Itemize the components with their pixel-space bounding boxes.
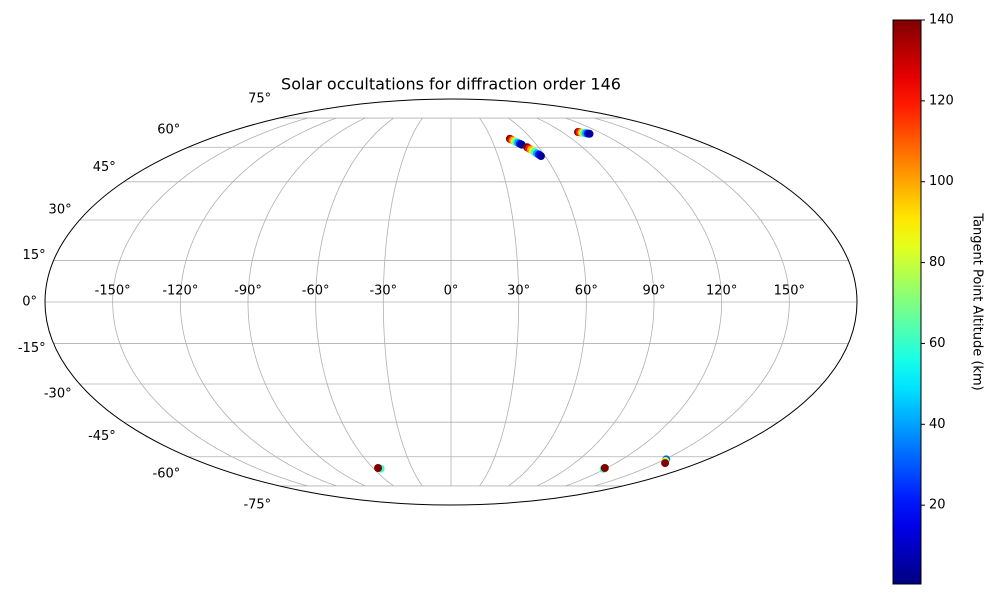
colorbar-tick-label: 120	[929, 93, 954, 108]
grid-line	[594, 117, 790, 487]
y-tick-label: 60°	[157, 122, 180, 137]
chart-title: Solar occultations for diffraction order…	[281, 75, 621, 94]
x-tick-label: 0°	[444, 284, 459, 299]
y-tick-label: -15°	[18, 341, 46, 356]
grid-line	[479, 117, 520, 487]
x-tick-label: 30°	[507, 284, 530, 299]
x-tick-label: 150°	[774, 284, 805, 299]
y-tick-label: 15°	[23, 248, 46, 263]
grid-line	[565, 117, 723, 487]
data-point	[600, 464, 609, 473]
y-tick-label: -30°	[44, 387, 72, 402]
y-tick-label: 45°	[93, 160, 116, 175]
colorbar-label: Tangent Point Altitude (km)	[970, 212, 985, 390]
data-point	[374, 464, 383, 473]
colorbar-tick-label: 20	[929, 498, 946, 513]
y-tick-label: -45°	[88, 429, 116, 444]
x-tick-label: -90°	[234, 284, 262, 299]
map-outline	[44, 98, 858, 506]
x-tick-label: -150°	[95, 284, 131, 299]
colorbar-tick-label: 40	[929, 417, 946, 432]
x-tick-label: -120°	[162, 284, 198, 299]
x-tick-label: -60°	[302, 284, 330, 299]
colorbar-tick-label: 100	[929, 174, 954, 189]
y-tick-label: -75°	[243, 498, 271, 513]
grid-line	[508, 117, 587, 487]
colorbar-tick-label: 60	[929, 336, 946, 351]
colorbar-tick-label: 140	[929, 13, 954, 28]
y-tick-label: -60°	[153, 467, 181, 482]
grid-line	[247, 117, 366, 487]
data-point	[661, 459, 670, 468]
grid-line	[536, 117, 655, 487]
x-tick-label: 60°	[575, 284, 598, 299]
colorbar-tick-label: 80	[929, 255, 946, 270]
grid-line	[315, 117, 394, 487]
grid-line	[112, 117, 308, 487]
grid-line	[179, 117, 337, 487]
y-tick-label: 75°	[248, 91, 271, 106]
colorbar	[892, 19, 922, 585]
data-point	[585, 129, 594, 138]
x-tick-label: 90°	[642, 284, 665, 299]
grid-line	[382, 117, 423, 487]
y-tick-label: 0°	[22, 295, 37, 310]
y-tick-label: 30°	[49, 202, 72, 217]
data-point	[536, 152, 545, 161]
x-tick-label: -30°	[369, 284, 397, 299]
x-tick-label: 120°	[706, 284, 737, 299]
